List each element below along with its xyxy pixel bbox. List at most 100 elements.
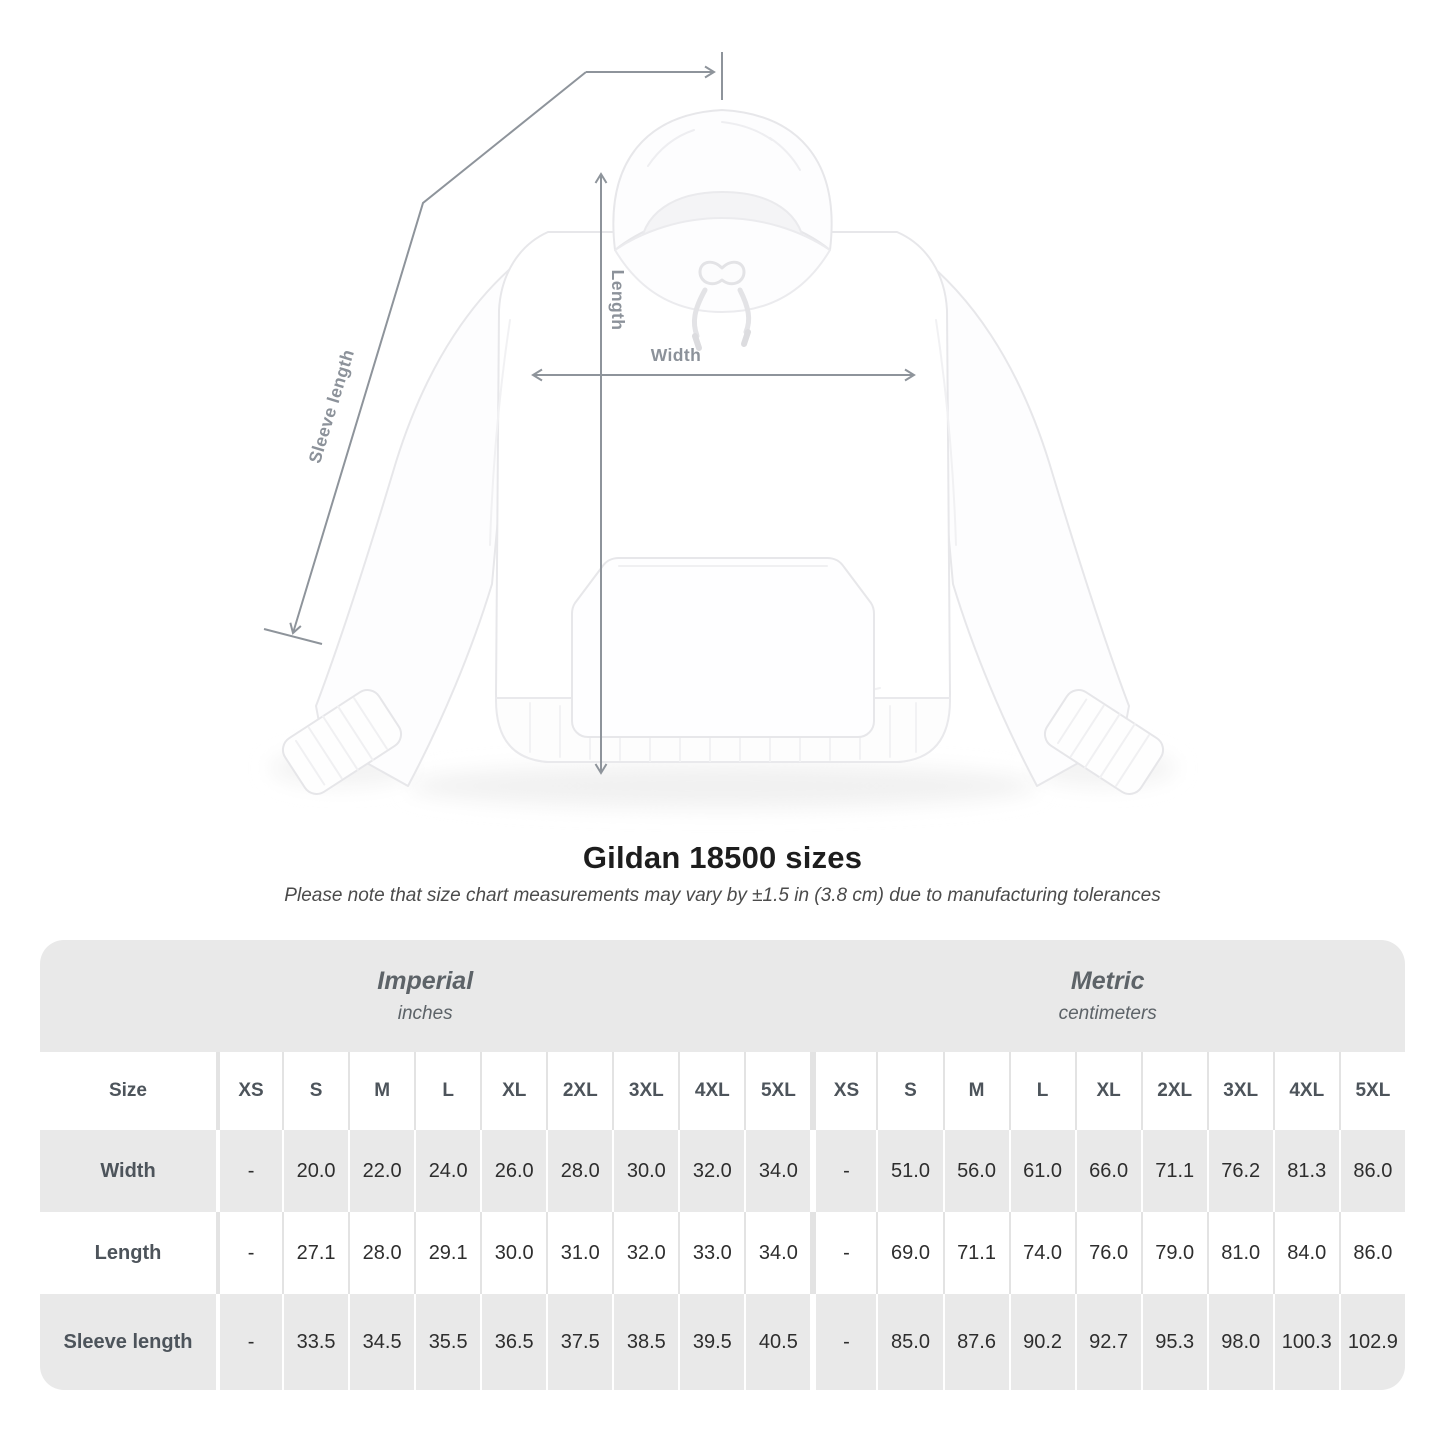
measurement-lines — [263, 52, 916, 775]
measurement-row-label: Width — [40, 1130, 216, 1212]
size-column-header: XL — [480, 1052, 547, 1130]
measurement-value-cell: 30.0 — [480, 1212, 547, 1294]
measurement-value-cell: 79.0 — [1140, 1212, 1207, 1294]
sleeve-bottom-tick — [263, 628, 323, 645]
measurement-value-cell: 81.0 — [1206, 1212, 1273, 1294]
metric-section-title: Metric — [1070, 967, 1145, 995]
measurement-value-cell: 32.0 — [678, 1130, 745, 1212]
size-column-header: 4XL — [1272, 1052, 1339, 1130]
size-column-header: 3XL — [612, 1052, 679, 1130]
measurement-value-cell: 95.3 — [1140, 1294, 1207, 1390]
measurement-value-cell: - — [216, 1294, 283, 1390]
measurement-value-cell: 33.0 — [678, 1212, 745, 1294]
measurement-value-cell: 34.0 — [744, 1212, 811, 1294]
size-header-label: Size — [40, 1052, 216, 1130]
measurement-value-cell: 33.5 — [282, 1294, 349, 1390]
metric-section-unit: centimeters — [1058, 1003, 1157, 1024]
measurement-value-cell: - — [810, 1212, 877, 1294]
unit-section-row: Imperial inches Metric centimeters — [40, 940, 1405, 1052]
measurement-value-cell: - — [216, 1130, 283, 1212]
measurement-value-cell: 29.1 — [414, 1212, 481, 1294]
measurement-value-cell: 39.5 — [678, 1294, 745, 1390]
measurement-value-cell: 24.0 — [414, 1130, 481, 1212]
measurement-value-cell: 56.0 — [942, 1130, 1009, 1212]
measurement-value-cell: - — [810, 1130, 877, 1212]
measurement-value-cell: 66.0 — [1074, 1130, 1141, 1212]
measurement-value-cell: 85.0 — [876, 1294, 943, 1390]
hoodie-drawstrings — [691, 260, 752, 351]
measurement-value-cell: 102.9 — [1338, 1294, 1405, 1390]
measurement-value-cell: 100.3 — [1272, 1294, 1339, 1390]
measurement-value-cell: 31.0 — [546, 1212, 613, 1294]
measurement-value-cell: 34.5 — [348, 1294, 415, 1390]
measurement-value-cell: 86.0 — [1338, 1212, 1405, 1294]
measurement-value-cell: - — [810, 1294, 877, 1390]
measurement-value-cell: 90.2 — [1008, 1294, 1075, 1390]
measurement-row: Length -27.1 28.0 29.1 30.0 31.0 32.0 33.0 34.0-… — [40, 1212, 1405, 1294]
size-column-header: 2XL — [1140, 1052, 1207, 1130]
hoodie-photo — [281, 109, 1165, 795]
heading: Gildan 18500 sizes Please note that size… — [0, 840, 1445, 907]
size-column-header: XS — [216, 1052, 283, 1130]
hoodie-figure: Width Length Sleeve length — [263, 52, 1176, 808]
size-column-header: S — [876, 1052, 943, 1130]
measurement-row: Sleeve length -33.5 34.5 35.5 36.5 37.5 38.5 39… — [40, 1294, 1405, 1390]
size-column-header: M — [942, 1052, 1009, 1130]
sleeve-length-line — [289, 71, 587, 635]
measurement-value-cell: 37.5 — [546, 1294, 613, 1390]
length-label: Length — [608, 270, 628, 331]
measurement-value-cell: 22.0 — [348, 1130, 415, 1212]
measurement-value-cell: 38.5 — [612, 1294, 679, 1390]
measurement-value-cell: 40.5 — [744, 1294, 811, 1390]
imperial-section-header: Imperial inches — [40, 940, 811, 1052]
measurement-row-label: Length — [40, 1212, 216, 1294]
measurement-value-cell: 86.0 — [1338, 1130, 1405, 1212]
size-column-header: 4XL — [678, 1052, 745, 1130]
size-column-header: 5XL — [744, 1052, 811, 1130]
hoodie-right-cuff — [1043, 689, 1165, 795]
size-column-header: 3XL — [1206, 1052, 1273, 1130]
measurement-value-cell: 35.5 — [414, 1294, 481, 1390]
width-label: Width — [651, 345, 701, 365]
measurement-value-cell: 34.0 — [744, 1130, 811, 1212]
size-header-row: Size XS S M L XL 2XL 3XL 4XL 5XL XS S M L XL 2XL 3XL 4XL… — [40, 1052, 1405, 1130]
measurement-value-cell: 71.1 — [1140, 1130, 1207, 1212]
measurement-row: Width -20.0 22.0 24.0 26.0 28.0 30.0 32.0 34.0-5… — [40, 1130, 1405, 1212]
measurement-value-cell: 84.0 — [1272, 1212, 1339, 1294]
measurement-value-cell: 98.0 — [1206, 1294, 1273, 1390]
measurement-value-cell: 28.0 — [546, 1130, 613, 1212]
measurement-value-cell: 87.6 — [942, 1294, 1009, 1390]
measurement-value-cell: 51.0 — [876, 1130, 943, 1212]
page-title: Gildan 18500 sizes — [582, 840, 863, 875]
measurement-value-cell: 28.0 — [348, 1212, 415, 1294]
measurement-row-label: Sleeve length — [40, 1294, 216, 1390]
tolerance-note: Please note that size chart measurements… — [284, 885, 1161, 906]
imperial-section-title: Imperial — [377, 967, 474, 995]
hoodie-pocket — [571, 557, 875, 738]
measurement-value-cell: 71.1 — [942, 1212, 1009, 1294]
size-column-header: 5XL — [1338, 1052, 1405, 1130]
measurement-value-cell: 32.0 — [612, 1212, 679, 1294]
size-column-header: XS — [810, 1052, 877, 1130]
measurement-value-cell: 61.0 — [1008, 1130, 1075, 1212]
imperial-section-unit: inches — [397, 1003, 453, 1024]
measurement-value-cell: 76.0 — [1074, 1212, 1141, 1294]
measurement-value-cell: 36.5 — [480, 1294, 547, 1390]
measurement-value-cell: 81.3 — [1272, 1130, 1339, 1212]
size-column-header: M — [348, 1052, 415, 1130]
size-column-header: XL — [1074, 1052, 1141, 1130]
measurement-value-cell: 27.1 — [282, 1212, 349, 1294]
size-column-header: L — [1008, 1052, 1075, 1130]
size-table-container: Imperial inches Metric centimeters Size … — [40, 940, 1405, 1390]
size-column-header: L — [414, 1052, 481, 1130]
measurement-value-cell: 26.0 — [480, 1130, 547, 1212]
measurement-value-cell: 74.0 — [1008, 1212, 1075, 1294]
size-table: Imperial inches Metric centimeters Size … — [40, 940, 1405, 1390]
measurement-value-cell: 30.0 — [612, 1130, 679, 1212]
metric-section-header: Metric centimeters — [810, 940, 1405, 1052]
measurement-value-cell: 92.7 — [1074, 1294, 1141, 1390]
measurement-value-cell: 76.2 — [1206, 1130, 1273, 1212]
measurement-value-cell: 69.0 — [876, 1212, 943, 1294]
hoodie-left-cuff — [281, 689, 403, 795]
size-column-header: 2XL — [546, 1052, 613, 1130]
